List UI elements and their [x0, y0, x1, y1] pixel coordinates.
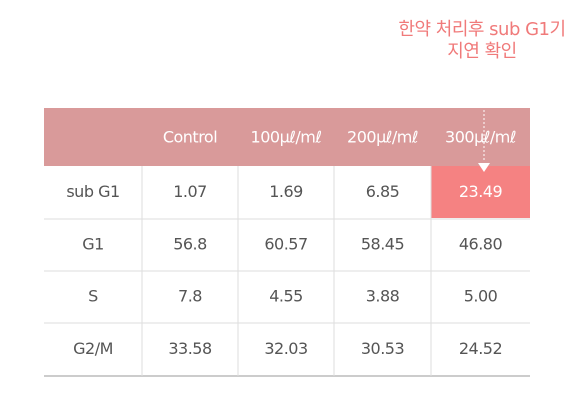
cell-value: 58.45: [361, 235, 404, 254]
column-header: 200μℓ/mℓ: [347, 128, 418, 147]
row-label: G2/M: [73, 339, 113, 358]
annotation-line: 지연 확인: [447, 41, 516, 62]
row-label: G1: [82, 235, 104, 254]
cell-value: 23.49: [459, 182, 503, 201]
column-header: 300μℓ/mℓ: [445, 128, 516, 147]
column-header: 100μℓ/mℓ: [251, 128, 322, 147]
cell-value: 5.00: [464, 287, 498, 306]
highlight-cell: [431, 166, 530, 218]
column-header: Control: [163, 128, 217, 147]
cell-value: 3.88: [366, 287, 400, 306]
cell-value: 24.52: [459, 339, 502, 358]
cell-value: 56.8: [173, 235, 207, 254]
cell-value: 32.03: [264, 339, 307, 358]
row-label: S: [88, 287, 98, 306]
cell-value: 30.53: [361, 339, 404, 358]
row-label: sub G1: [66, 182, 119, 201]
cell-value: 1.07: [173, 182, 207, 201]
cell-value: 33.58: [168, 339, 212, 358]
cell-value: 6.85: [366, 182, 400, 201]
cell-value: 60.57: [264, 235, 307, 254]
annotation-line: 한약 처리후 sub G1기: [398, 19, 565, 40]
cell-value: 4.55: [269, 287, 303, 306]
cell-value: 1.69: [269, 182, 303, 201]
arrow-head: [478, 163, 490, 172]
header-background: [44, 108, 530, 166]
cell-value: 46.80: [459, 235, 503, 254]
cell-value: 7.8: [178, 287, 202, 306]
